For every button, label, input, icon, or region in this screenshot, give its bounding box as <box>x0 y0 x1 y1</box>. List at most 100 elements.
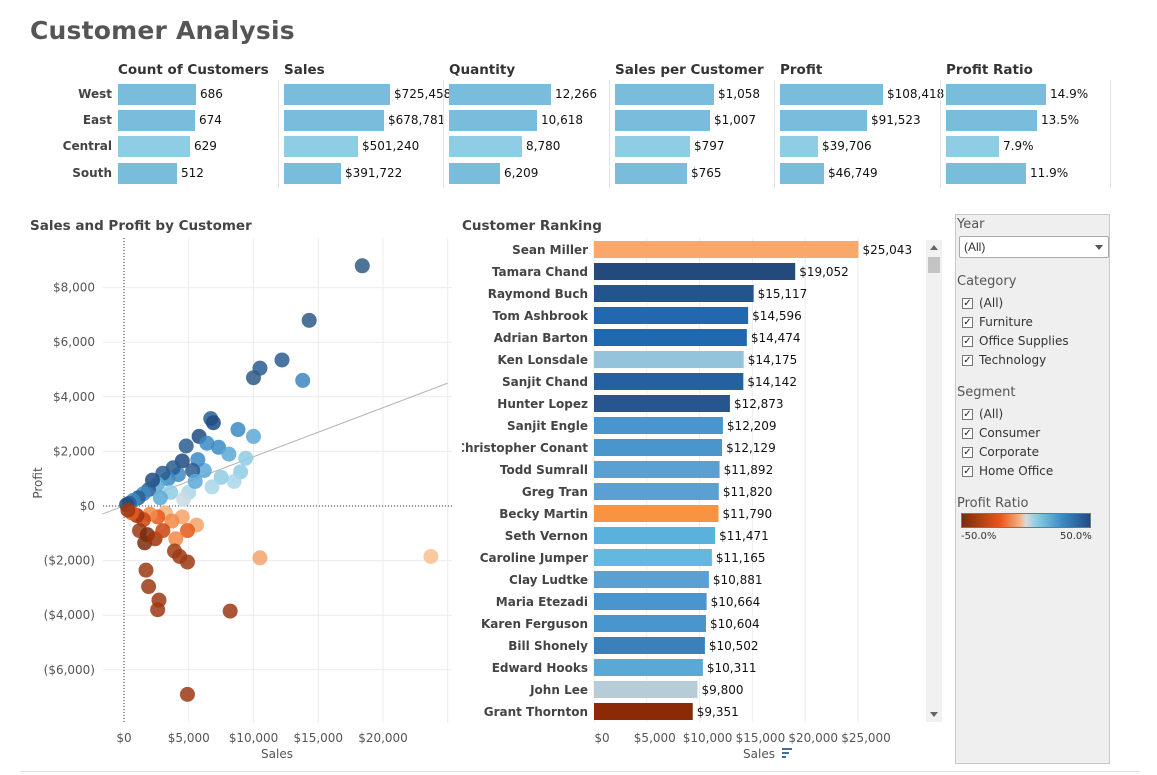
scatter-point[interactable] <box>230 422 246 438</box>
scatter-point[interactable] <box>213 469 229 485</box>
scatter-point[interactable] <box>150 602 166 618</box>
scatter-point[interactable] <box>179 554 195 570</box>
segment-option-consumer[interactable]: ✓ Consumer <box>962 426 1041 440</box>
kpi-bar[interactable] <box>449 110 537 131</box>
checkbox-checked-icon[interactable]: ✓ <box>962 465 973 477</box>
kpi-bar[interactable] <box>284 84 390 105</box>
scatter-point[interactable] <box>155 523 171 539</box>
scatter-point[interactable] <box>295 372 311 388</box>
ranking-bar[interactable] <box>594 329 747 346</box>
checkbox-checked-icon[interactable]: ✓ <box>962 297 973 309</box>
kpi-bar[interactable] <box>118 136 190 157</box>
ranking-bar[interactable] <box>594 395 730 412</box>
scatter-point[interactable] <box>205 415 221 431</box>
scatter-point[interactable] <box>120 502 136 518</box>
ranking-bar[interactable] <box>594 549 712 566</box>
scatter-point[interactable] <box>138 562 154 578</box>
customer-ranking-bar-chart[interactable]: $0 $5,000 $10,000 $15,000 $20,000 $25,000 Sean… <box>462 238 922 763</box>
ranking-bar[interactable] <box>594 263 796 280</box>
ranking-bar[interactable] <box>594 417 723 434</box>
ranking-bar[interactable] <box>594 505 719 522</box>
segment-option-corporate[interactable]: ✓ Corporate <box>962 445 1039 459</box>
kpi-bar[interactable] <box>615 163 687 184</box>
scatter-point[interactable] <box>252 550 268 566</box>
kpi-bar[interactable] <box>615 110 710 131</box>
scroll-thumb[interactable] <box>928 257 940 273</box>
sort-descending-icon[interactable] <box>782 748 792 758</box>
scatter-point[interactable] <box>152 490 168 506</box>
kpi-bar[interactable] <box>449 136 522 157</box>
scatter-point[interactable] <box>199 435 215 451</box>
kpi-bar[interactable] <box>780 110 867 131</box>
kpi-bar[interactable] <box>284 110 384 131</box>
ranking-bar[interactable] <box>594 703 693 720</box>
scroll-up-icon[interactable] <box>930 245 938 250</box>
category-option-office-supplies[interactable]: ✓ Office Supplies <box>962 334 1069 348</box>
ranking-bar[interactable] <box>594 241 859 258</box>
ranking-bar[interactable] <box>594 637 705 654</box>
scatter-point[interactable] <box>196 463 212 479</box>
ranking-bar[interactable] <box>594 681 698 698</box>
scatter-point[interactable] <box>204 479 220 495</box>
checkbox-checked-icon[interactable]: ✓ <box>962 427 973 439</box>
checkbox-checked-icon[interactable]: ✓ <box>962 408 973 420</box>
kpi-bar[interactable] <box>118 110 195 131</box>
sales-profit-scatter-chart[interactable]: $0 $5,000 $10,000 $15,000 $20,000 $8,000 $6,00… <box>20 238 460 763</box>
scatter-point[interactable] <box>164 513 180 529</box>
kpi-bar[interactable] <box>946 84 1046 105</box>
scatter-point[interactable] <box>246 370 261 386</box>
ranking-bar[interactable] <box>594 373 744 390</box>
scatter-point[interactable] <box>301 312 317 328</box>
ranking-bar[interactable] <box>594 461 720 478</box>
scatter-point[interactable] <box>178 438 194 454</box>
checkbox-checked-icon[interactable]: ✓ <box>962 316 973 328</box>
ranking-bar[interactable] <box>594 615 706 632</box>
scatter-point[interactable] <box>168 531 184 547</box>
kpi-bar[interactable] <box>946 163 1026 184</box>
kpi-bar[interactable] <box>118 84 196 105</box>
kpi-bar[interactable] <box>118 163 177 184</box>
kpi-bar[interactable] <box>780 136 818 157</box>
segment-option-all[interactable]: ✓ (All) <box>962 407 1004 421</box>
kpi-bar[interactable] <box>449 84 551 105</box>
category-option-technology[interactable]: ✓ Technology <box>962 353 1047 367</box>
scatter-point[interactable] <box>179 523 195 539</box>
ranking-bar[interactable] <box>594 351 744 368</box>
checkbox-checked-icon[interactable]: ✓ <box>962 335 973 347</box>
ranking-bar[interactable] <box>594 659 703 676</box>
scatter-point[interactable] <box>141 579 157 595</box>
ranking-bar[interactable] <box>594 307 749 324</box>
segment-option-home-office[interactable]: ✓ Home Office <box>962 464 1054 478</box>
scatter-point[interactable] <box>222 603 238 619</box>
kpi-bar[interactable] <box>615 136 690 157</box>
kpi-bar[interactable] <box>946 110 1037 131</box>
scatter-point[interactable] <box>226 473 242 489</box>
kpi-bar[interactable] <box>615 84 714 105</box>
scatter-point[interactable] <box>238 450 254 466</box>
scatter-point[interactable] <box>221 446 237 462</box>
category-option-furniture[interactable]: ✓ Furniture <box>962 315 1033 329</box>
ranking-bar[interactable] <box>594 527 716 544</box>
scroll-down-icon[interactable] <box>930 712 938 717</box>
ranking-bar[interactable] <box>594 285 754 302</box>
kpi-bar[interactable] <box>780 84 883 105</box>
kpi-bar[interactable] <box>780 163 824 184</box>
ranking-scrollbar[interactable] <box>926 240 942 722</box>
scatter-point[interactable] <box>176 491 192 507</box>
kpi-bar[interactable] <box>284 136 358 157</box>
scatter-point[interactable] <box>179 686 195 702</box>
kpi-bar[interactable] <box>449 163 500 184</box>
scatter-point[interactable] <box>423 549 439 565</box>
scatter-point[interactable] <box>187 473 203 489</box>
kpi-bar[interactable] <box>946 136 999 157</box>
scatter-point[interactable] <box>354 258 370 274</box>
ranking-bar[interactable] <box>594 593 707 610</box>
scatter-point[interactable] <box>246 428 261 444</box>
ranking-bar[interactable] <box>594 483 719 500</box>
kpi-bar[interactable] <box>284 163 341 184</box>
checkbox-checked-icon[interactable]: ✓ <box>962 446 973 458</box>
scatter-point[interactable] <box>274 352 290 368</box>
ranking-bar[interactable] <box>594 439 723 456</box>
ranking-bar[interactable] <box>594 571 709 588</box>
category-option-all[interactable]: ✓ (All) <box>962 296 1004 310</box>
